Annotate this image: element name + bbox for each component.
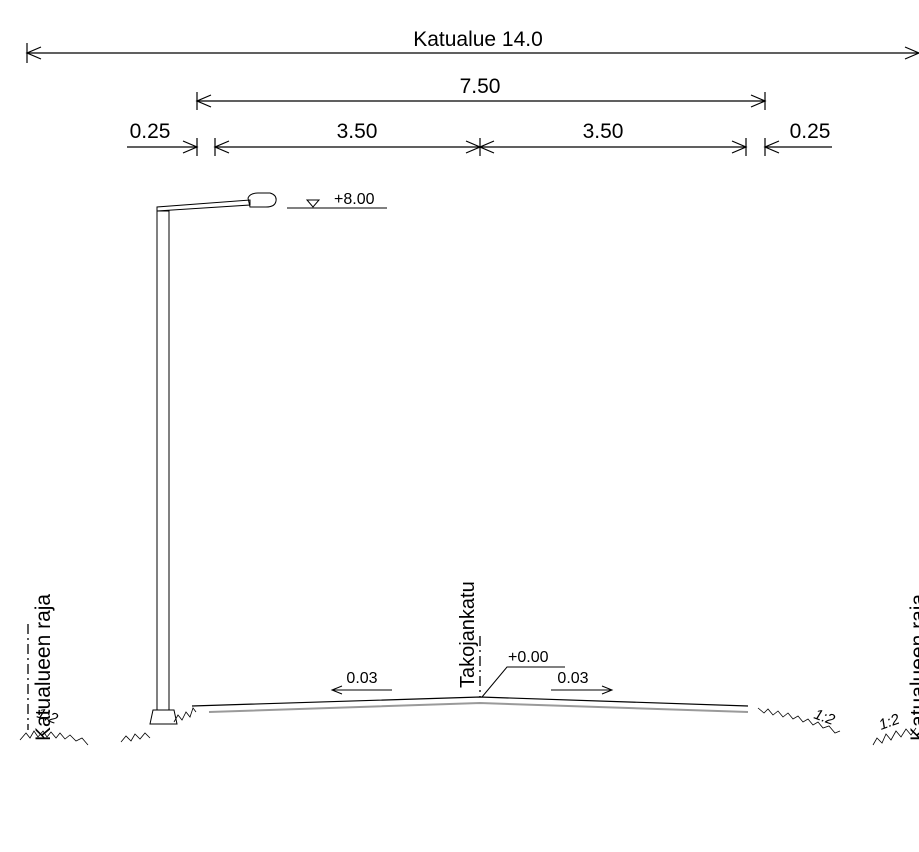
edge-left-label: 0.25 bbox=[130, 120, 171, 143]
embankment-left: 1:2 bbox=[19, 705, 197, 746]
street-centerline: Takojankatu bbox=[457, 581, 481, 697]
boundary-right: Katualueen raja bbox=[907, 594, 919, 741]
boundary-left-label: Katualueen raja bbox=[32, 594, 55, 741]
embankment-right-outer-slope-label: 1:2 bbox=[877, 710, 903, 733]
lamp-elevation-marker: +8.00 bbox=[287, 191, 387, 209]
boundary-right-label: Katualueen raja bbox=[907, 594, 919, 741]
cross-fall-right-label: 0.03 bbox=[557, 670, 588, 687]
lane-right-label: 3.50 bbox=[583, 120, 624, 143]
overall-width-dimension: Katualue 14.0 bbox=[25, 28, 919, 63]
cross-fall-left-label: 0.03 bbox=[346, 670, 377, 687]
overall-width-label: Katualue 14.0 bbox=[413, 28, 543, 51]
embankment-right-inner-slope-label: 1:2 bbox=[812, 706, 838, 729]
lane-dimensions: 0.25 3.50 3.50 0.25 bbox=[127, 120, 832, 156]
carriageway-dimension: 7.50 bbox=[195, 75, 767, 110]
lane-left-label: 3.50 bbox=[337, 120, 378, 143]
street-name-label: Takojankatu bbox=[457, 581, 479, 688]
cross-fall-right: 0.03 bbox=[551, 670, 614, 695]
road-surface bbox=[191, 696, 749, 713]
lamp-elevation-label: +8.00 bbox=[334, 191, 375, 208]
boundary-left: Katualueen raja bbox=[27, 594, 55, 741]
street-lamp bbox=[149, 192, 277, 725]
centerline-elevation-marker: +0.00 bbox=[481, 649, 565, 698]
centerline-elevation-label: +0.00 bbox=[508, 649, 549, 666]
edge-right-label: 0.25 bbox=[790, 120, 831, 143]
carriageway-width-label: 7.50 bbox=[460, 75, 501, 98]
embankment-left-slope-label: 1:2 bbox=[35, 705, 61, 728]
embankment-right: 1:2 1:2 bbox=[757, 706, 917, 746]
cross-fall-left: 0.03 bbox=[330, 670, 392, 695]
